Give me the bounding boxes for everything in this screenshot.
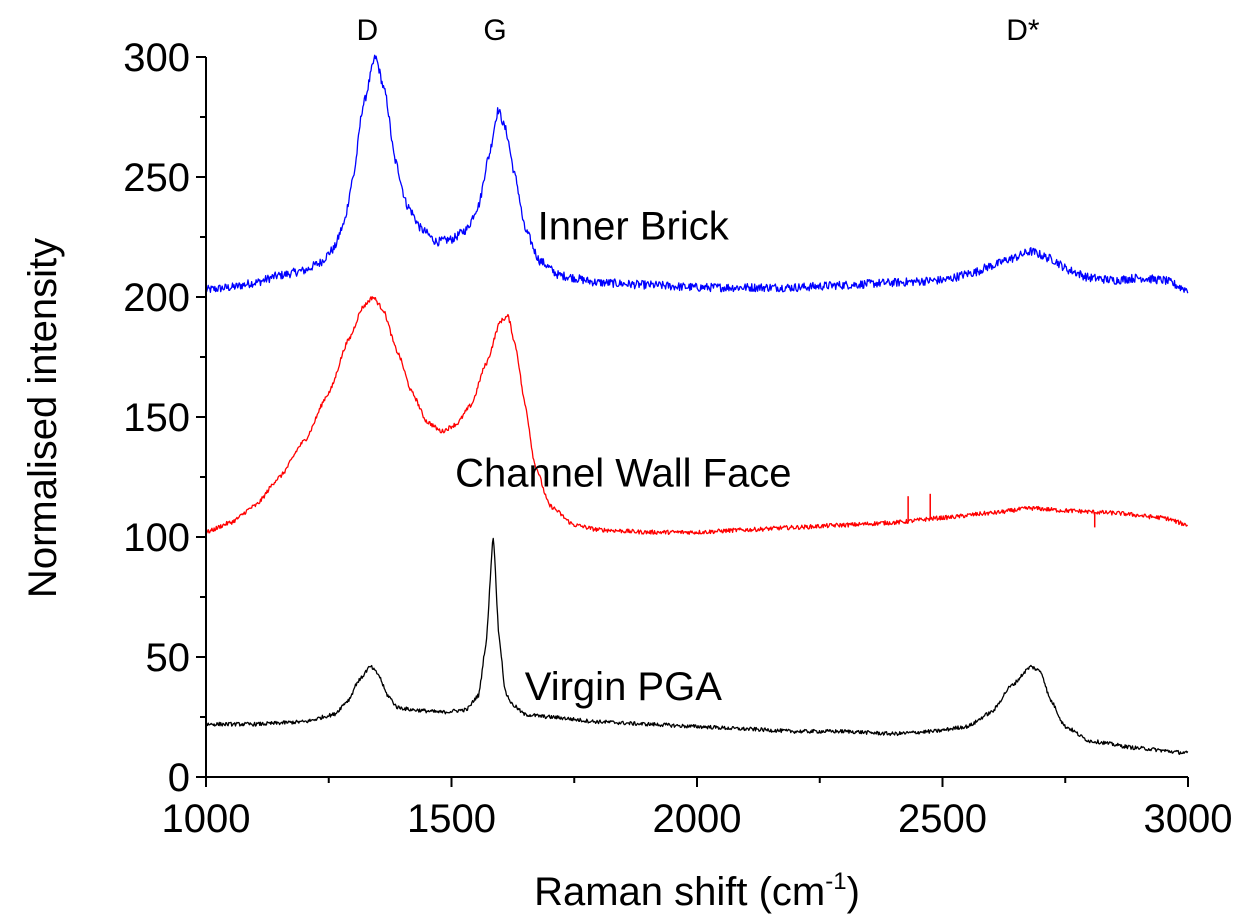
peak-label: D* bbox=[1006, 14, 1040, 47]
series-label: Inner Brick bbox=[538, 204, 730, 248]
x-tick-label: 1500 bbox=[407, 797, 496, 841]
y-tick-label: 100 bbox=[123, 516, 190, 560]
y-tick-label: 250 bbox=[123, 156, 190, 200]
y-tick-label: 150 bbox=[123, 396, 190, 440]
y-tick-label: 200 bbox=[123, 276, 190, 320]
x-axis-title-suffix: ) bbox=[847, 870, 860, 914]
series-line bbox=[205, 54, 1189, 294]
series-line bbox=[205, 537, 1189, 755]
ticks bbox=[196, 56, 1189, 787]
series-line bbox=[205, 296, 1188, 535]
y-tick-label: 300 bbox=[123, 36, 190, 80]
plot-area bbox=[205, 54, 1189, 755]
x-axis-title-superscript: -1 bbox=[825, 868, 846, 895]
y-tick-label: 0 bbox=[168, 756, 190, 800]
x-tick-label: 2000 bbox=[653, 797, 742, 841]
y-tick-label: 50 bbox=[146, 636, 191, 680]
x-axis-title: Raman shift (cm-1) bbox=[534, 868, 860, 914]
peak-label: D bbox=[357, 14, 379, 47]
y-axis-title: Normalised intensity bbox=[21, 238, 65, 598]
series-label: Channel Wall Face bbox=[455, 452, 791, 496]
labels: 1000 1500 2000 2500 3000 0 50 100 150 200 250 300 D G… bbox=[123, 14, 1232, 841]
x-axis-title-main: Raman shift (cm bbox=[534, 870, 825, 914]
x-tick-label: 3000 bbox=[1144, 797, 1233, 841]
x-tick-label: 2500 bbox=[898, 797, 987, 841]
peak-label: G bbox=[483, 14, 506, 47]
series-label: Virgin PGA bbox=[525, 665, 722, 709]
x-tick-label: 1000 bbox=[162, 797, 251, 841]
